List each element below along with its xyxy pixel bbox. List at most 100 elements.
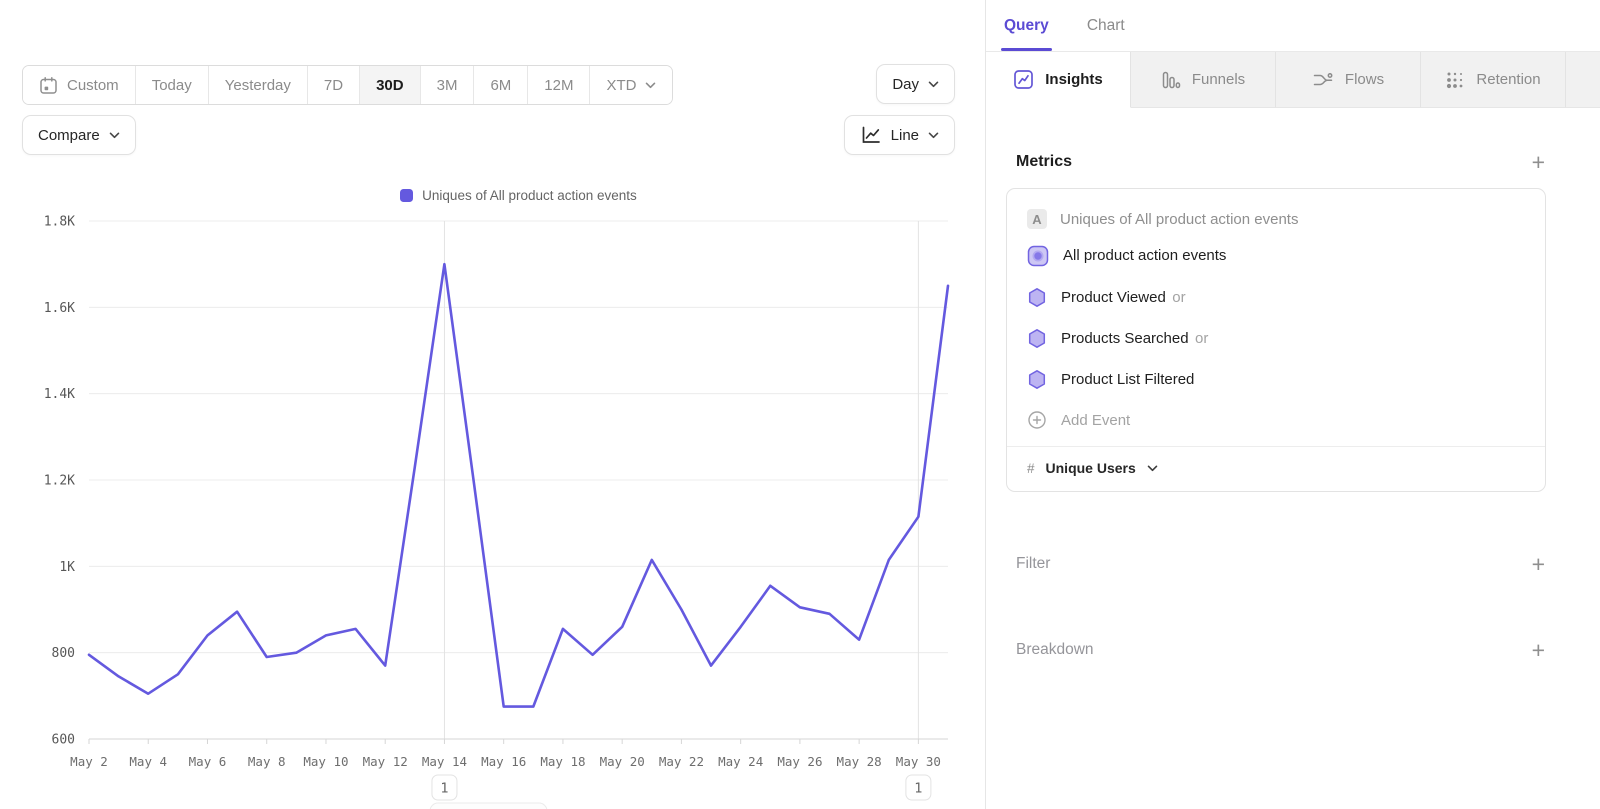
x-tick-label: May 4 xyxy=(129,754,167,769)
chart-legend[interactable]: Uniques of All product action events xyxy=(89,188,948,203)
breakdown-section-header: Breakdown + xyxy=(986,637,1600,663)
date-range-yesterday[interactable]: Yesterday xyxy=(207,66,307,104)
event-row[interactable]: Products Searched or xyxy=(1007,318,1545,359)
x-tick-label: May 18 xyxy=(540,754,585,769)
x-tick-label: May 28 xyxy=(837,754,882,769)
tab-chart[interactable]: Chart xyxy=(1086,16,1125,34)
line-chart[interactable]: 1.8K 1.6K 1.4K 1.2K 1K 800 600 May 2 May 4 May 6 M… xyxy=(0,210,985,809)
annotation-badge[interactable] xyxy=(905,774,932,801)
x-tick-label: May 14 xyxy=(422,754,467,769)
chevron-down-icon xyxy=(645,82,656,89)
report-tab-retention[interactable]: Retention xyxy=(1421,52,1566,108)
report-type-tab-bar: Insights Funnels Flows Retention xyxy=(986,51,1600,108)
add-event-button[interactable]: Add Event xyxy=(1007,400,1545,444)
event-row[interactable]: All product action events xyxy=(1007,235,1545,277)
date-range-today[interactable]: Today xyxy=(134,66,208,104)
tab-query[interactable]: Query xyxy=(1001,0,1052,51)
metric-summary-label: Uniques of All product action events xyxy=(1060,210,1299,228)
compare-label: Compare xyxy=(38,126,100,144)
x-tick-label: May 20 xyxy=(600,754,645,769)
event-name: All product action events xyxy=(1063,247,1227,264)
report-tab-funnels[interactable]: Funnels xyxy=(1131,52,1276,108)
compare-dropdown[interactable]: Compare xyxy=(22,115,136,155)
chevron-down-icon xyxy=(928,81,939,88)
aggregation-selector[interactable]: # Unique Users xyxy=(1007,447,1545,491)
chart-pane: Custom Today Yesterday 7D 30D 3M 6M 12M XTD Day … xyxy=(0,64,985,809)
event-list: All product action events Product Viewed … xyxy=(1007,235,1545,400)
line-chart-icon xyxy=(860,125,882,145)
annotation-badge-count: 1 xyxy=(440,781,448,797)
annotation-badge[interactable] xyxy=(431,774,458,801)
y-tick-label: 1.2K xyxy=(44,474,75,489)
event-name: Product List Filtered xyxy=(1061,370,1195,388)
report-tab-insights[interactable]: Insights xyxy=(986,52,1131,108)
series-line[interactable] xyxy=(87,262,950,708)
hover-tooltip-partial xyxy=(429,802,548,809)
x-tick-label: May 26 xyxy=(777,754,822,769)
event-row[interactable]: Product List Filtered xyxy=(1007,359,1545,400)
date-range-xtd[interactable]: XTD xyxy=(589,66,673,104)
granularity-dropdown[interactable]: Day xyxy=(876,64,955,104)
report-tab-filler xyxy=(1566,52,1600,108)
chevron-down-icon xyxy=(928,132,939,139)
insights-icon xyxy=(1013,69,1034,90)
date-range-30d[interactable]: 30D xyxy=(359,66,420,104)
add-event-label: Add Event xyxy=(1061,411,1131,429)
legend-swatch xyxy=(400,189,414,202)
panel-tab-bar: Query Chart xyxy=(986,0,1600,51)
chart-type-dropdown[interactable]: Line xyxy=(843,115,955,155)
event-row[interactable]: Product Viewed or xyxy=(1007,277,1545,318)
calendar-icon xyxy=(39,76,58,95)
filter-section-header: Filter + xyxy=(986,551,1600,577)
hexagon-icon xyxy=(1027,328,1047,349)
metrics-section-header: Metrics + xyxy=(986,149,1600,175)
date-range-custom[interactable]: Custom xyxy=(23,66,135,104)
date-range-3m[interactable]: 3M xyxy=(419,66,474,104)
card-divider xyxy=(1007,446,1545,447)
x-tick-label: May 24 xyxy=(718,754,763,769)
x-tick-label: May 8 xyxy=(248,754,286,769)
y-tick-label: 800 xyxy=(52,646,75,661)
x-tick-label: May 30 xyxy=(896,754,941,769)
y-tick-label: 1.6K xyxy=(44,301,75,316)
y-tick-label: 600 xyxy=(52,733,75,748)
query-builder-panel: Query Chart Insights Funnels Flows Retentio… xyxy=(985,0,1600,809)
funnels-icon xyxy=(1161,70,1181,90)
breakdown-title: Breakdown xyxy=(1016,641,1094,658)
event-name: Products Searched xyxy=(1061,329,1189,347)
number-sign-icon: # xyxy=(1027,460,1035,476)
hexagon-icon xyxy=(1027,369,1047,390)
add-breakdown-button[interactable]: + xyxy=(1531,637,1545,663)
x-tick-label: May 2 xyxy=(70,754,108,769)
event-name: Product Viewed xyxy=(1061,288,1166,306)
legend-label: Uniques of All product action events xyxy=(422,188,637,203)
chevron-down-icon xyxy=(1147,465,1158,472)
x-tick-label: May 12 xyxy=(363,754,408,769)
retention-icon xyxy=(1445,70,1465,90)
add-metric-button[interactable]: + xyxy=(1531,149,1545,175)
date-range-6m[interactable]: 6M xyxy=(473,66,528,104)
x-tick-label: May 22 xyxy=(659,754,704,769)
x-tick-label: May 10 xyxy=(303,754,348,769)
metric-card: A Uniques of All product action events A… xyxy=(1006,188,1546,492)
y-tick-label: 1.8K xyxy=(44,215,75,230)
report-tab-flows[interactable]: Flows xyxy=(1276,52,1421,108)
event-operator: or xyxy=(1172,288,1186,306)
date-range-12m[interactable]: 12M xyxy=(527,66,590,104)
add-filter-button[interactable]: + xyxy=(1531,551,1545,577)
flows-icon xyxy=(1312,70,1334,90)
metric-summary-row[interactable]: A Uniques of All product action events xyxy=(1007,197,1545,235)
hexagon-icon xyxy=(1027,287,1047,308)
granularity-value: Day xyxy=(892,75,919,93)
y-tick-label: 1.4K xyxy=(44,387,75,402)
event-operator: or xyxy=(1195,329,1209,347)
date-range-7d[interactable]: 7D xyxy=(306,66,360,104)
all-events-icon xyxy=(1027,245,1049,267)
metric-letter-badge: A xyxy=(1027,209,1047,229)
filter-title: Filter xyxy=(1016,555,1051,572)
y-tick-label: 1K xyxy=(59,560,75,575)
line-chart-canvas[interactable]: 1.8K 1.6K 1.4K 1.2K 1K 800 600 May 2 May 4 May 6 M… xyxy=(0,210,985,809)
circle-plus-icon xyxy=(1027,410,1047,430)
x-tick-label: May 16 xyxy=(481,754,526,769)
